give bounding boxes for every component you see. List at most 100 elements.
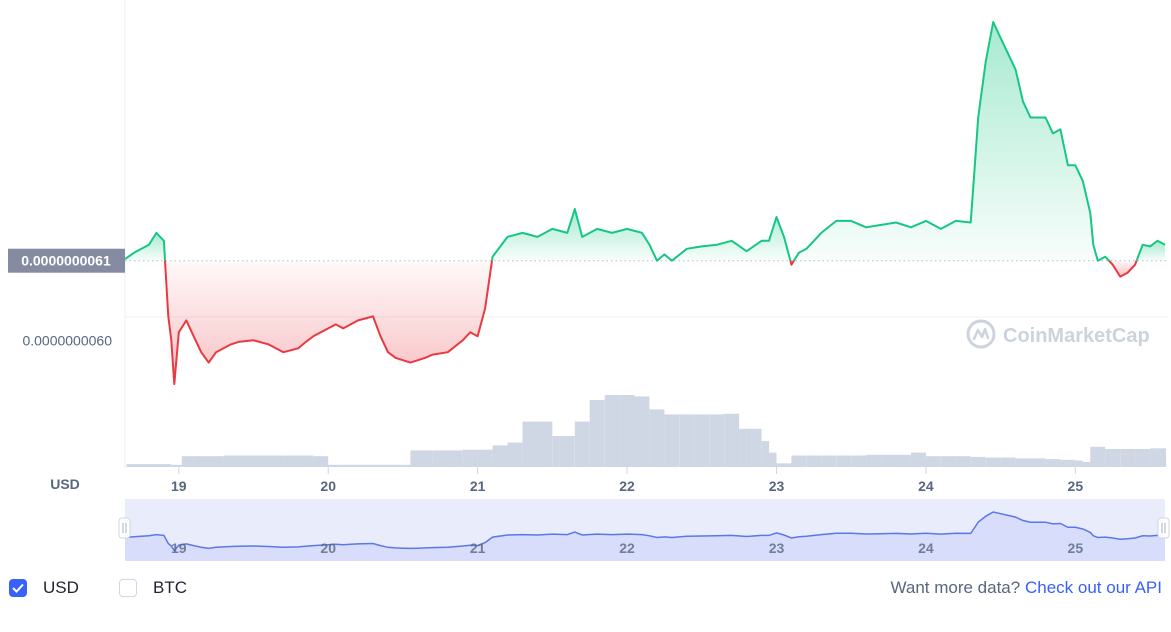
volume-bar: [776, 463, 784, 467]
baseline-label: 0.0000000061: [8, 248, 125, 273]
volume-bar: [970, 456, 986, 467]
volume-bar: [619, 395, 635, 467]
volume-bar: [851, 455, 867, 467]
volume-bar: [253, 455, 284, 467]
watermark: CoinMarketCap: [966, 319, 1150, 349]
volume-bar: [1150, 448, 1165, 467]
price-line-down: [1108, 260, 1138, 278]
x-tick-label: 24: [918, 478, 934, 494]
price-area-down: [165, 260, 492, 385]
more-data-text: Want more data? Check out our API: [890, 578, 1162, 598]
volume-bar: [193, 456, 224, 467]
volume-bar: [881, 454, 896, 467]
watermark-text: CoinMarketCap: [1003, 325, 1150, 347]
price-area-up: [125, 232, 165, 261]
btc-checkbox[interactable]: [119, 579, 137, 597]
volume-bar: [1120, 449, 1136, 467]
volume-bar: [1060, 459, 1076, 467]
volume-bar: [679, 414, 695, 467]
volume-bar: [821, 455, 837, 467]
x-tick-label: 21: [470, 478, 486, 494]
volume-bar: [925, 456, 941, 467]
volume-bar: [664, 414, 680, 467]
volume-bar: [462, 449, 478, 467]
volume-bar: [1000, 457, 1016, 467]
navigator-handle-right[interactable]: [1157, 517, 1170, 539]
volume-bar: [784, 463, 792, 467]
volume-bar: [283, 455, 314, 467]
more-data-prompt: Want more data?: [890, 578, 1021, 597]
volume-bar: [634, 396, 650, 467]
usd-label: USD: [43, 578, 79, 597]
usd-checkbox[interactable]: [9, 579, 27, 597]
volume-bar: [589, 400, 605, 467]
navigator-x-tick-label: 24: [918, 540, 934, 556]
volume-bar: [694, 414, 710, 467]
volume-bar: [559, 436, 575, 467]
chart-controls: USD BTC Want more data? Check out our AP…: [0, 572, 1171, 608]
api-link[interactable]: Check out our API: [1024, 578, 1162, 597]
x-tick-label: 20: [320, 478, 336, 494]
y-axis-unit-label: USD: [50, 476, 80, 492]
btc-toggle[interactable]: BTC: [119, 578, 187, 598]
coinmarketcap-logo-icon: [966, 319, 996, 349]
price-area-up: [492, 209, 791, 261]
volume-bar: [791, 455, 807, 467]
y-tick-label: 0.0000000060: [22, 332, 112, 348]
volume-bar: [388, 464, 411, 467]
navigator-x-tick-label: 25: [1068, 540, 1084, 556]
volume-bar: [649, 409, 665, 467]
volume-bar: [1015, 458, 1031, 467]
checkmark-icon: [12, 583, 24, 593]
volume-bar: [358, 464, 388, 467]
volume-bar: [552, 436, 560, 467]
volume-bar: [477, 449, 493, 467]
volume-bar: [866, 454, 881, 467]
x-tick-label: 25: [1068, 478, 1084, 494]
usd-toggle[interactable]: USD: [9, 578, 79, 598]
navigator-series: [124, 511, 1166, 561]
volume-bar: [1165, 448, 1166, 467]
volume-bar: [522, 421, 538, 467]
volume-bar: [537, 421, 553, 467]
volume-bar: [1045, 459, 1061, 467]
price-area: [125, 22, 1165, 385]
volume-bar: [896, 454, 911, 467]
volume-bar: [574, 421, 590, 467]
navigator-x-axis: 19 20 21 22 23 24 25: [171, 540, 1083, 556]
volume-bar: [148, 464, 172, 467]
volume-bar: [223, 455, 254, 467]
volume-bar: [171, 464, 182, 467]
baseline-label-text: 0.0000000061: [21, 253, 111, 269]
volume-bar: [126, 464, 149, 467]
navigator-area: [125, 512, 1165, 561]
price-area-up: [793, 22, 1109, 261]
navigator-x-tick-label: 23: [769, 540, 785, 556]
volume-bar: [955, 456, 971, 467]
volume-bar: [604, 395, 620, 467]
price-line-down: [164, 260, 493, 386]
price-line-up: [491, 208, 792, 262]
x-axis: 19 20 21 22 23 24 25: [171, 467, 1083, 494]
navigator-x-tick-label: 22: [619, 540, 635, 556]
navigator[interactable]: 19 20 21 22 23 24 25: [118, 499, 1170, 561]
volume-bar: [709, 414, 725, 467]
price-lines: [124, 21, 1166, 386]
x-tick-label: 19: [171, 478, 187, 494]
navigator-x-tick-label: 20: [320, 540, 336, 556]
navigator-x-tick-label: 21: [470, 540, 486, 556]
navigator-handle-left[interactable]: [118, 517, 131, 539]
navigator-x-tick-label: 19: [171, 540, 187, 556]
volume-bar: [1090, 446, 1106, 467]
x-tick-label: 22: [619, 478, 635, 494]
volume-bar: [1135, 449, 1150, 467]
volume-bar: [769, 452, 777, 467]
volume-bar: [911, 452, 926, 467]
volume-bar: [940, 456, 956, 467]
volume-bar: [328, 464, 359, 467]
volume-bar: [1082, 462, 1091, 467]
volume-bar: [1030, 458, 1046, 467]
volume-bar: [746, 428, 762, 467]
price-area-down: [1109, 260, 1137, 277]
